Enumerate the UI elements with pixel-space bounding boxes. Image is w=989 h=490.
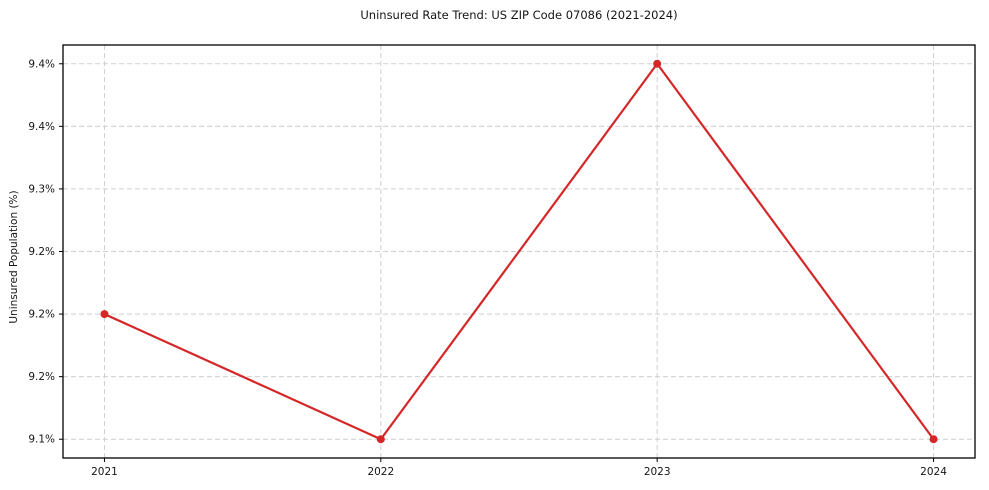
y-tick-label: 9.2% [28, 246, 55, 258]
data-line [103, 62, 935, 441]
y-tick-label: 9.1% [28, 434, 55, 446]
data-point [100, 310, 109, 319]
x-tick-label: 2023 [644, 466, 671, 478]
x-tick-label: 2021 [91, 466, 118, 478]
data-point [653, 59, 662, 68]
y-tick-label: 9.3% [28, 183, 55, 195]
y-axis-label-text: Uninsured Population (%) [8, 190, 20, 324]
y-tick-label: 9.2% [28, 371, 55, 383]
y-tick-label: 9.4% [28, 121, 55, 133]
data-point [376, 435, 385, 444]
x-tick-label: 2022 [367, 466, 394, 478]
data-point [929, 435, 938, 444]
y-tick-label: 9.2% [28, 309, 55, 321]
chart-title: Uninsured Rate Trend: US ZIP Code 07086 … [360, 8, 678, 22]
y-tick-label: 9.4% [28, 58, 55, 70]
x-tick-label: 2024 [920, 466, 947, 478]
